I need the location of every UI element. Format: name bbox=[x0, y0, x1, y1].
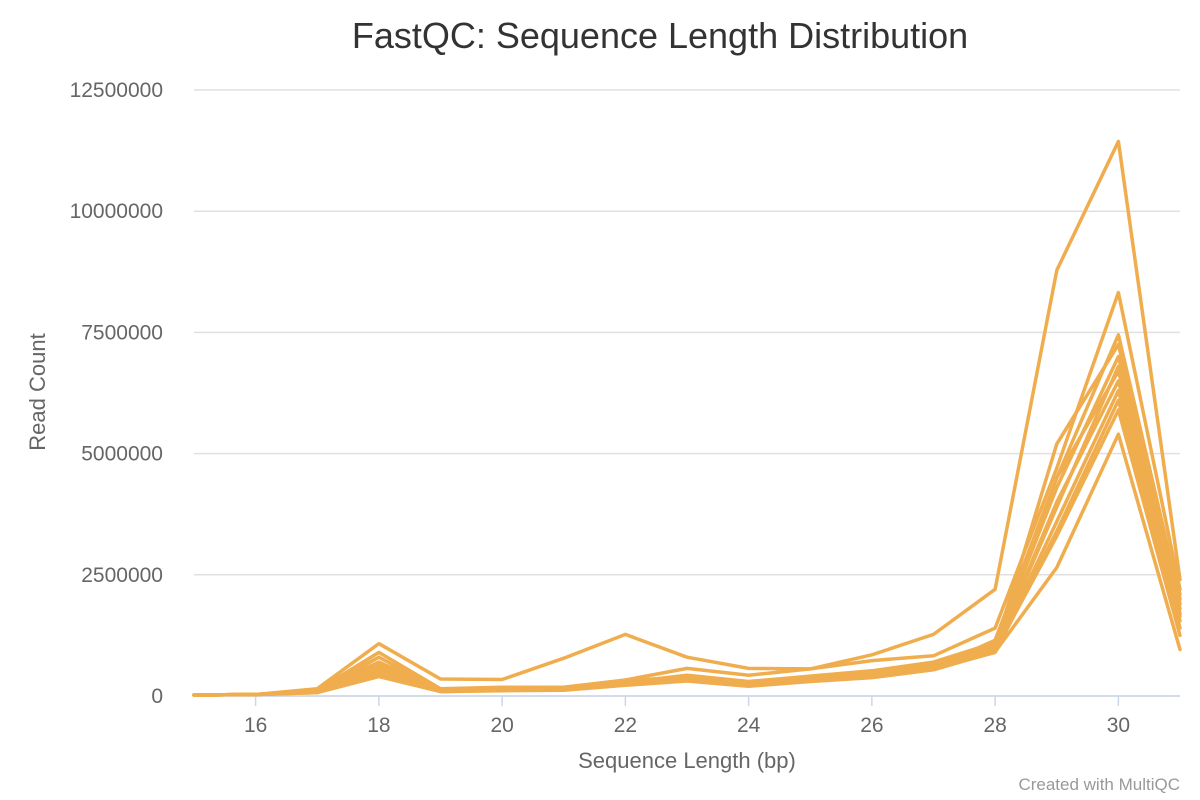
y-tick-label: 10000000 bbox=[70, 200, 163, 223]
grid-lines bbox=[194, 89, 1180, 697]
series-line-11[interactable] bbox=[192, 432, 1182, 697]
x-tick-label: 28 bbox=[983, 714, 1006, 737]
chart-title: FastQC: Sequence Length Distribution bbox=[352, 15, 968, 56]
x-tick-label: 18 bbox=[367, 714, 390, 737]
x-tick-label: 24 bbox=[737, 714, 761, 737]
y-tick-label: 2500000 bbox=[81, 564, 163, 587]
series-line-1[interactable] bbox=[192, 139, 1182, 697]
x-tick-label: 20 bbox=[490, 714, 513, 737]
series-line-2[interactable] bbox=[192, 290, 1182, 697]
x-axis-ticks: 16 18 20 22 24 26 28 30 bbox=[244, 696, 1130, 737]
y-tick-label: 0 bbox=[151, 685, 163, 708]
series-lines bbox=[192, 139, 1182, 697]
multiqc-credit[interactable]: Created with MultiQC bbox=[1018, 775, 1180, 794]
x-axis-title: Sequence Length (bp) bbox=[578, 748, 796, 773]
y-tick-label: 5000000 bbox=[81, 443, 163, 466]
x-tick-label: 22 bbox=[614, 714, 637, 737]
y-axis-ticks: 0 2500000 5000000 7500000 10000000 12500000 bbox=[70, 79, 163, 708]
x-tick-label: 16 bbox=[244, 714, 267, 737]
y-tick-label: 12500000 bbox=[70, 79, 163, 102]
y-axis-title: Read Count bbox=[25, 333, 50, 450]
y-tick-label: 7500000 bbox=[81, 321, 163, 344]
series-line-12[interactable] bbox=[192, 369, 1182, 697]
x-tick-label: 30 bbox=[1107, 714, 1130, 737]
x-tick-label: 26 bbox=[860, 714, 883, 737]
